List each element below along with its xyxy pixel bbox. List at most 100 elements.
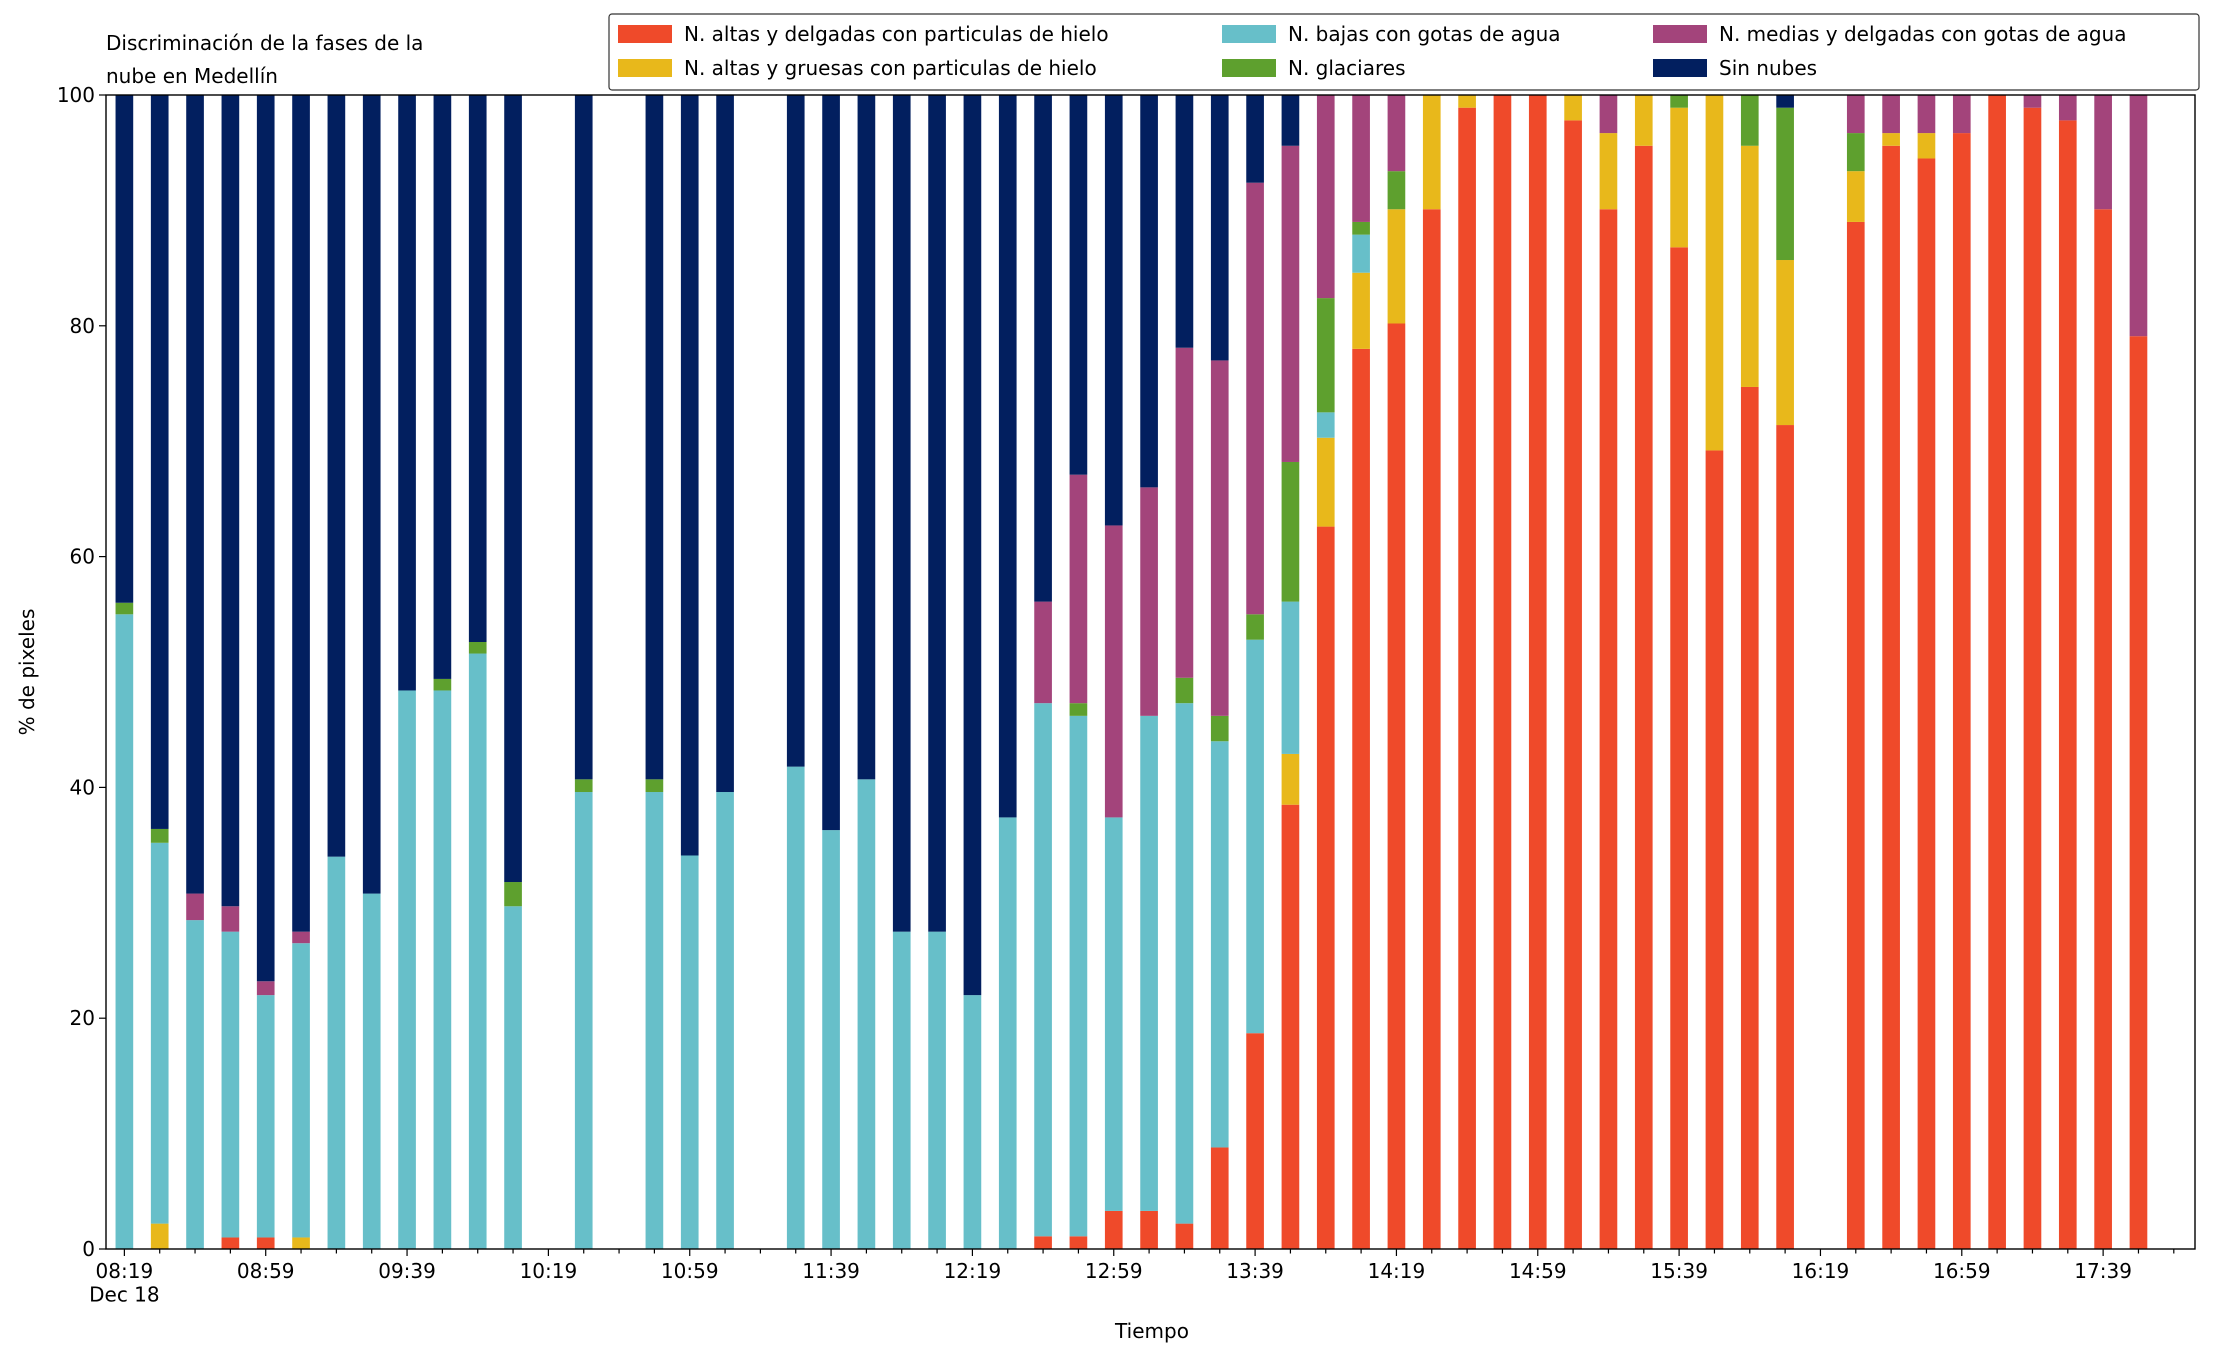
bar-segment — [1034, 1236, 1052, 1249]
plot-frame — [105, 94, 2196, 1250]
bar-segment — [1069, 715, 1088, 1237]
bar-segment — [1740, 95, 1759, 146]
bar-segment — [1175, 95, 1194, 348]
bar-segment — [998, 95, 1017, 818]
bar-segment — [292, 95, 310, 932]
bar-segment — [1034, 601, 1052, 704]
bar-segment — [1387, 95, 1406, 172]
bar-segment — [1493, 95, 1512, 1249]
x-tick-label: 16:59 — [1933, 1259, 1991, 1283]
bar-segment — [1069, 95, 1088, 475]
legend-swatch — [1653, 25, 1707, 43]
bar-segment — [786, 766, 805, 1249]
bar-segment — [680, 95, 699, 856]
bar-segment — [645, 779, 664, 793]
legend-label: N. glaciares — [1288, 56, 1406, 80]
bar-segment — [1634, 145, 1653, 1249]
bar-segment — [892, 95, 911, 932]
bar-segment — [1599, 209, 1618, 1250]
bar-segment — [2129, 336, 2148, 1249]
bar-segment — [186, 95, 204, 894]
y-tick-label: 60 — [70, 545, 95, 569]
bar-segment — [1670, 95, 1688, 108]
chart-title: Discriminación de la fases de la nube en … — [106, 31, 423, 88]
bar-segment — [928, 931, 946, 1249]
bar-segment — [1599, 133, 1618, 210]
bar-segment — [433, 95, 452, 679]
bar-segment — [1069, 1236, 1088, 1249]
bar-segment — [1352, 221, 1370, 235]
x-tick-label: 17:39 — [2074, 1259, 2132, 1283]
bar-segment — [1175, 677, 1194, 704]
bar-segment — [1917, 95, 1936, 134]
bar-segment — [1776, 260, 1794, 426]
bar-segment — [2094, 209, 2112, 1250]
x-tick-label: 09:39 — [378, 1259, 436, 1283]
bar-segment — [574, 792, 593, 1249]
bar-segment — [292, 931, 310, 944]
bar-segment — [1352, 272, 1370, 349]
bar-segment — [1246, 614, 1264, 640]
bar-segment — [468, 653, 487, 1249]
bar-segment — [1882, 133, 1900, 146]
y-tick-label: 100 — [57, 83, 95, 107]
y-tick-label: 40 — [70, 775, 95, 799]
bar-segment — [963, 995, 982, 1249]
x-tick-label: 13:39 — [1226, 1259, 1284, 1283]
bar-segment — [1917, 133, 1936, 159]
bar-segment — [1281, 601, 1300, 754]
bar-segment — [433, 678, 452, 691]
bar-segment — [1776, 107, 1794, 261]
x-tick-label: 14:19 — [1368, 1259, 1426, 1283]
bar-segment — [1352, 95, 1370, 222]
bar-segment — [362, 893, 381, 1249]
bar-segment — [786, 95, 805, 767]
bar-segment — [716, 95, 734, 793]
bar-segment — [892, 931, 911, 1249]
bar-segment — [822, 830, 840, 1249]
legend-swatch — [618, 25, 672, 43]
bar-segment — [1670, 247, 1688, 1249]
bar-segment — [1210, 95, 1229, 361]
bar-segment — [680, 855, 699, 1249]
bar-segment — [1210, 360, 1229, 716]
bar-segment — [1776, 95, 1794, 108]
legend-label: N. medias y delgadas con gotas de agua — [1719, 22, 2127, 46]
bar-segment — [468, 641, 487, 654]
bar-segment — [716, 792, 734, 1249]
legend-swatch — [1222, 59, 1276, 77]
bar-segment — [2058, 95, 2077, 121]
bar-segment — [2023, 95, 2042, 108]
bar-segment — [857, 779, 876, 1249]
bar-segment — [186, 920, 204, 1249]
x-tick-label: 15:39 — [1650, 1259, 1708, 1283]
bar-segment — [150, 95, 169, 829]
legend-box — [608, 13, 2200, 91]
bar-segment — [2058, 120, 2077, 1250]
bar-segment — [115, 602, 134, 615]
bar-segment — [1564, 95, 1582, 121]
bar-segment — [1846, 133, 1865, 172]
bar-segment — [150, 842, 169, 1224]
x-tick-label: 14:59 — [1509, 1259, 1567, 1283]
legend-swatch — [618, 59, 672, 77]
bar-segment — [645, 95, 664, 780]
bar-segment — [822, 95, 840, 831]
bar-segment — [504, 95, 522, 883]
x-tick-label: 12:19 — [944, 1259, 1002, 1283]
bar-segment — [1952, 133, 1971, 1249]
bar-segment — [398, 690, 416, 1249]
bar-segment — [1387, 323, 1406, 1249]
bar-segment — [574, 779, 593, 793]
bar-segment — [574, 95, 593, 780]
bar-segment — [292, 943, 310, 1238]
bar-segment — [1281, 804, 1300, 1249]
bar-segment — [1882, 95, 1900, 134]
bar-segment — [1670, 107, 1688, 248]
bar-segment — [1104, 525, 1123, 818]
bar-segment — [221, 931, 240, 1238]
x-tick-label: 16:19 — [1792, 1259, 1850, 1283]
x-tick-label: 11:39 — [802, 1259, 860, 1283]
bar-segment — [1069, 703, 1088, 716]
bar-segment — [1210, 741, 1229, 1148]
